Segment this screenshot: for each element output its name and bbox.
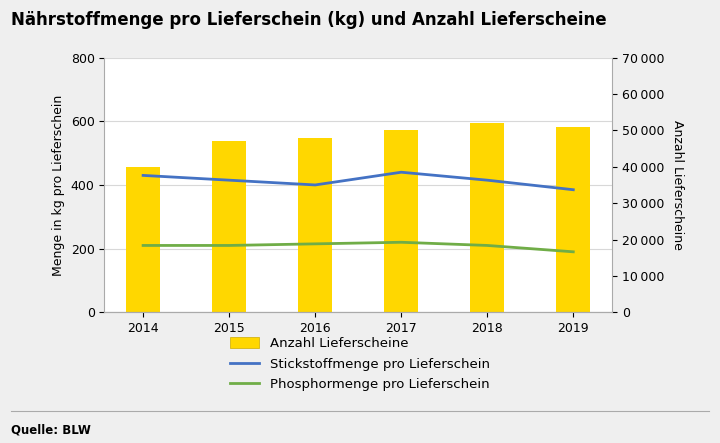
Text: Quelle: BLW: Quelle: BLW	[11, 424, 91, 436]
Text: Nährstoffmenge pro Lieferschein (kg) und Anzahl Lieferscheine: Nährstoffmenge pro Lieferschein (kg) und…	[11, 11, 606, 29]
Y-axis label: Menge in kg pro Lieferschein: Menge in kg pro Lieferschein	[52, 94, 65, 276]
Y-axis label: Anzahl Lieferscheine: Anzahl Lieferscheine	[670, 120, 684, 250]
Bar	[212, 141, 246, 312]
Bar	[470, 123, 505, 312]
Bar	[298, 138, 333, 312]
Legend: Anzahl Lieferscheine, Stickstoffmenge pro Lieferschein, Phosphormenge pro Liefer: Anzahl Lieferscheine, Stickstoffmenge pr…	[230, 337, 490, 392]
Bar	[126, 167, 161, 312]
Bar	[556, 127, 590, 312]
Bar	[384, 130, 418, 312]
